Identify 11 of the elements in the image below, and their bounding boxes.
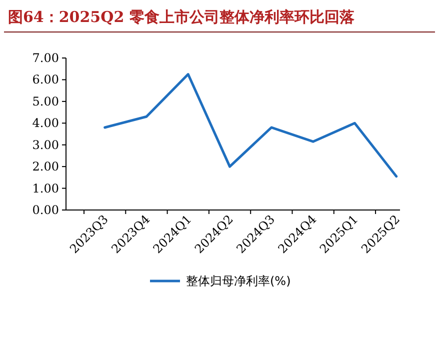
line-series	[104, 73, 398, 178]
y-tick-label: 7.00	[32, 51, 59, 65]
y-tick-label: 1.00	[32, 181, 59, 196]
y-tick-label: 0.00	[32, 203, 59, 217]
y-tick-label: 2.00	[32, 160, 59, 174]
chart-title: 图64：2025Q2 零食上市公司整体净利率环比回落	[8, 8, 356, 26]
y-tick-label: 4.00	[32, 116, 59, 130]
legend-label: 整体归母净利率(%)	[186, 274, 291, 288]
y-tick-label: 6.00	[32, 72, 59, 87]
y-tick-label: 3.00	[32, 138, 59, 152]
y-tick-label: 5.00	[32, 94, 59, 108]
